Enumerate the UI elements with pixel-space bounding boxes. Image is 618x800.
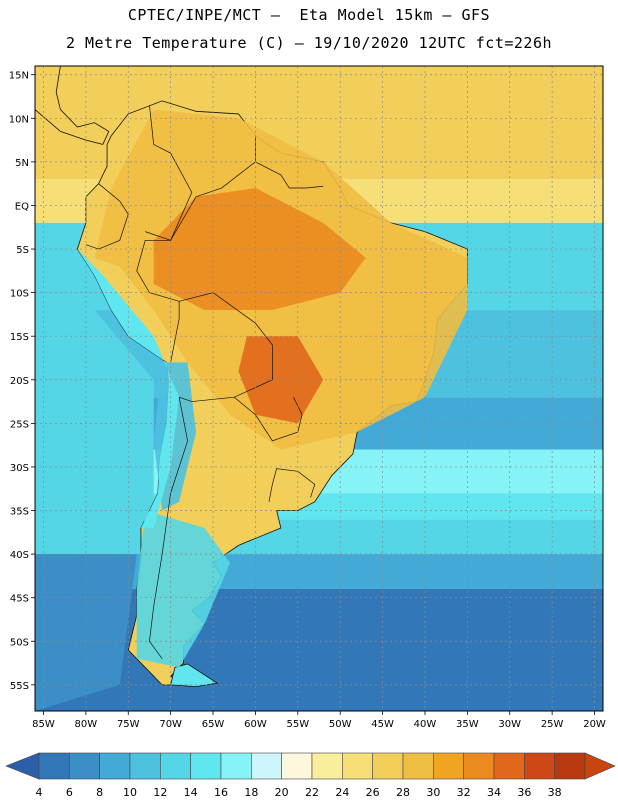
lon-tick-label: 60W bbox=[244, 719, 267, 730]
country-border-7 bbox=[149, 397, 188, 659]
colorbar-segment bbox=[38, 752, 70, 780]
lat-tick-label: 30S bbox=[10, 463, 29, 474]
colorbar-label: 28 bbox=[396, 786, 410, 799]
lat-tick-label: 45S bbox=[10, 594, 29, 605]
lon-tick-label: 50W bbox=[329, 719, 352, 730]
country-border-5 bbox=[145, 105, 193, 241]
land-temperature-regions bbox=[77, 105, 468, 668]
lon-tick-label: 30W bbox=[498, 719, 521, 730]
country-border-2 bbox=[179, 292, 273, 402]
colorbar-segment bbox=[493, 752, 525, 780]
colorbar-label: 6 bbox=[66, 786, 73, 799]
colorbar-segment bbox=[433, 752, 464, 780]
central-america-outline bbox=[34, 65, 110, 145]
colorbar-segment bbox=[524, 752, 555, 780]
colorbar-segment bbox=[463, 752, 495, 780]
colorbar-label: 34 bbox=[487, 786, 501, 799]
axis-tick-labels: 15N 10N 5N EQ 5S 10S 15S 20S 25S 30S 35S 40S 45S 50S 5… bbox=[9, 71, 606, 730]
colorbar-segment bbox=[190, 752, 222, 780]
lon-tick-label: 75W bbox=[117, 719, 140, 730]
lon-tick-label: 20W bbox=[583, 719, 606, 730]
colorbar-label: 32 bbox=[457, 786, 471, 799]
lat-tick-label: 40S bbox=[10, 550, 29, 561]
colorbar-segment bbox=[402, 752, 434, 780]
lon-tick-label: 45W bbox=[371, 719, 394, 730]
lat-tick-label: 15S bbox=[10, 332, 29, 343]
lat-tick-label: 25S bbox=[10, 419, 29, 430]
map-title-line2: 2 Metre Temperature (C) – 19/10/2020 12U… bbox=[65, 34, 553, 52]
colorbar-min-arrow bbox=[5, 752, 40, 780]
colorbar-label: 24 bbox=[335, 786, 349, 799]
country-border-6 bbox=[255, 161, 324, 189]
colorbar-label: 12 bbox=[153, 786, 167, 799]
colorbar-segment bbox=[99, 752, 131, 780]
lon-tick-label: 65W bbox=[202, 719, 225, 730]
lon-tick-label: 70W bbox=[159, 719, 182, 730]
colorbar-label: 22 bbox=[305, 786, 319, 799]
lon-tick-label: 80W bbox=[75, 719, 98, 730]
lat-tick-label: 55S bbox=[10, 681, 29, 692]
colorbar-label: 4 bbox=[36, 786, 43, 799]
colorbar-label: 18 bbox=[244, 786, 258, 799]
pacific-cool-water bbox=[35, 231, 154, 555]
colorbar-label: 8 bbox=[96, 786, 103, 799]
lat-tick-label: 5N bbox=[15, 158, 29, 169]
colorbar-segment bbox=[311, 752, 343, 780]
colorbar-segment bbox=[129, 752, 161, 780]
country-border-0 bbox=[136, 135, 256, 363]
colorbar: 4 6 8 10 12 14 16 18 20 22 24 26 28 30 32 34 36 38 bbox=[5, 752, 616, 799]
lat-tick-label: 10S bbox=[10, 289, 29, 300]
colorbar-segment bbox=[220, 752, 252, 780]
lat-tick-label: 35S bbox=[10, 507, 29, 518]
country-border-3 bbox=[234, 396, 303, 442]
colorbar-label: 38 bbox=[548, 786, 562, 799]
colorbar-segment bbox=[281, 752, 313, 780]
colorbar-label: 14 bbox=[184, 786, 198, 799]
colorbar-segment bbox=[554, 752, 586, 780]
colorbar-label: 10 bbox=[123, 786, 137, 799]
region-amazon-hot bbox=[153, 188, 366, 311]
colorbar-max-arrow bbox=[584, 752, 616, 780]
colorbar-label: 20 bbox=[275, 786, 289, 799]
colorbar-segment bbox=[69, 752, 100, 780]
colorbar-label: 30 bbox=[426, 786, 440, 799]
region-patagonia-cool bbox=[136, 510, 230, 668]
lat-tick-label: EQ bbox=[15, 201, 29, 212]
colorbar-label: 16 bbox=[214, 786, 228, 799]
colorbar-segment bbox=[342, 752, 373, 780]
lat-tick-label: 5S bbox=[16, 245, 29, 256]
lon-tick-label: 35W bbox=[456, 719, 479, 730]
colorbar-segment bbox=[160, 752, 191, 780]
lon-tick-label: 40W bbox=[414, 719, 437, 730]
lon-tick-label: 85W bbox=[32, 719, 55, 730]
lat-tick-label: 20S bbox=[10, 376, 29, 387]
map-title-line1: CPTEC/INPE/MCT – Eta Model 15km – GFS bbox=[127, 6, 491, 24]
lat-tick-label: 10N bbox=[9, 114, 29, 125]
colorbar-label: 36 bbox=[517, 786, 531, 799]
colorbar-segment bbox=[372, 752, 404, 780]
lat-tick-label: 15N bbox=[9, 71, 29, 82]
lon-tick-label: 55W bbox=[286, 719, 309, 730]
country-border-4 bbox=[268, 468, 316, 502]
colorbar-segment bbox=[251, 752, 282, 780]
lat-tick-label: 50S bbox=[10, 637, 29, 648]
map-frame bbox=[34, 65, 604, 712]
country-border-1 bbox=[85, 183, 129, 250]
colorbar-label: 26 bbox=[366, 786, 380, 799]
lon-tick-label: 25W bbox=[541, 719, 564, 730]
